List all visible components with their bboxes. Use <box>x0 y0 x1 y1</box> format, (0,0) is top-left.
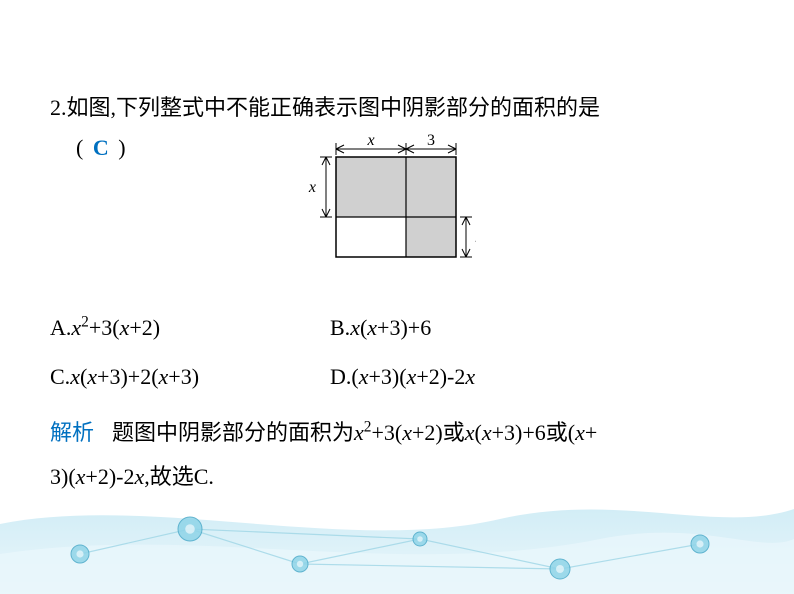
question-row-2: ( C ) x 3 x 2 <box>50 131 744 286</box>
explanation-block: 解析题图中阴影部分的面积为x2+3(x+2)或x(x+3)+6或(x+3)(x+… <box>50 411 744 499</box>
paren-open: ( <box>76 135 83 160</box>
option-b: B.x(x+3)+6 <box>330 304 431 352</box>
paren-close: ) <box>118 135 125 160</box>
diagram-container: x 3 x 2 <box>296 131 476 286</box>
option-c-prefix: C. <box>50 364 70 389</box>
slide-page: 2.如图,下列整式中不能正确表示图中阴影部分的面积的是 ( C ) x 3 x 2 A… <box>0 0 794 594</box>
explanation-or-2: 或( <box>546 420 575 445</box>
option-b-prefix: B. <box>330 315 350 340</box>
question-stem-line: 2.如图,下列整式中不能正确表示图中阴影部分的面积的是 <box>50 90 744 125</box>
svg-text:x: x <box>366 132 374 149</box>
explanation-or-1: 或 <box>443 420 465 445</box>
svg-text:x: x <box>307 179 315 196</box>
options-block: A.x2+3(x+2) B.x(x+3)+6 C.x(x+3)+2(x+3) D… <box>50 304 744 401</box>
option-d-prefix: D. <box>330 364 351 389</box>
option-d: D.(x+3)(x+2)-2x <box>330 353 475 401</box>
option-a: A.x2+3(x+2) <box>50 304 330 352</box>
svg-text:2: 2 <box>475 229 476 246</box>
answer-slot: ( C ) <box>50 131 126 161</box>
option-c: C.x(x+3)+2(x+3) <box>50 353 330 401</box>
answer-letter: C <box>89 135 113 160</box>
explanation-label: 解析 <box>50 420 112 445</box>
question-stem: 如图,下列整式中不能正确表示图中阴影部分的面积的是 <box>67 95 601 120</box>
svg-text:3: 3 <box>427 132 435 149</box>
explanation-text-1: 题图中阴影部分的面积为 <box>112 420 354 445</box>
options-line-2: C.x(x+3)+2(x+3) D.(x+3)(x+2)-2x <box>50 353 744 401</box>
options-line-1: A.x2+3(x+2) B.x(x+3)+6 <box>50 304 744 352</box>
question-number: 2. <box>50 95 67 120</box>
area-diagram: x 3 x 2 <box>296 131 476 281</box>
explanation-tail: ,故选C. <box>144 464 214 489</box>
option-a-prefix: A. <box>50 315 71 340</box>
